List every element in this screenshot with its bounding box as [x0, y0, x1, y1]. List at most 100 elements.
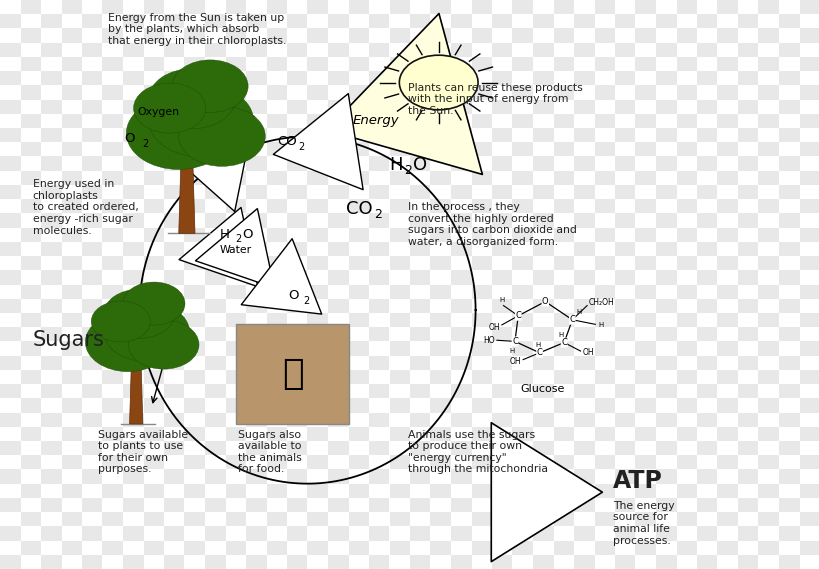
Bar	[430, 356, 450, 370]
Bar	[594, 327, 614, 341]
Bar	[696, 171, 717, 185]
Bar	[635, 413, 655, 427]
Bar	[410, 213, 430, 228]
Bar	[205, 484, 225, 498]
Bar	[307, 199, 328, 213]
Bar	[655, 526, 676, 541]
Bar	[778, 199, 799, 213]
Bar	[225, 0, 246, 14]
Text: Sugars available
to plants to use
for their own
purposes.: Sugars available to plants to use for th…	[98, 430, 188, 475]
Bar	[184, 28, 205, 43]
Bar	[184, 370, 205, 384]
Bar	[635, 398, 655, 413]
Bar	[287, 28, 307, 43]
Bar	[287, 142, 307, 156]
Bar	[471, 71, 491, 85]
Bar	[758, 441, 778, 455]
Bar	[328, 228, 348, 242]
Bar	[655, 441, 676, 455]
Bar	[553, 498, 573, 512]
Bar	[205, 28, 225, 43]
Bar	[676, 469, 696, 484]
Bar	[225, 327, 246, 341]
Bar	[553, 128, 573, 142]
Bar	[696, 57, 717, 71]
Bar	[778, 156, 799, 171]
Bar	[450, 28, 471, 43]
Bar	[102, 384, 123, 398]
Bar	[450, 43, 471, 57]
Bar	[737, 469, 758, 484]
Bar	[61, 555, 82, 569]
Bar	[573, 171, 594, 185]
Text: CO: CO	[346, 200, 372, 218]
Bar	[614, 398, 635, 413]
Bar	[778, 327, 799, 341]
Bar	[471, 327, 491, 341]
Bar	[348, 71, 369, 85]
Bar	[82, 555, 102, 569]
Bar	[0, 171, 20, 185]
Bar	[553, 270, 573, 284]
Text: 2: 2	[298, 142, 305, 152]
Bar	[573, 370, 594, 384]
Bar	[676, 128, 696, 142]
Bar	[737, 43, 758, 57]
Bar	[287, 57, 307, 71]
Bar	[61, 441, 82, 455]
Bar	[737, 28, 758, 43]
Bar	[737, 284, 758, 299]
Bar	[246, 57, 266, 71]
Bar	[328, 142, 348, 156]
Bar	[20, 327, 41, 341]
Bar	[287, 313, 307, 327]
Bar	[184, 242, 205, 256]
Bar	[512, 185, 532, 199]
Bar	[410, 512, 430, 526]
Bar	[143, 341, 164, 356]
Bar	[471, 270, 491, 284]
Bar	[410, 469, 430, 484]
Bar	[164, 441, 184, 455]
Bar	[82, 512, 102, 526]
Bar	[778, 356, 799, 370]
Bar	[512, 71, 532, 85]
Bar	[61, 185, 82, 199]
Bar	[307, 185, 328, 199]
Bar	[41, 185, 61, 199]
Bar	[696, 327, 717, 341]
Bar	[205, 43, 225, 57]
Bar	[123, 313, 143, 327]
Bar	[287, 498, 307, 512]
Bar	[205, 156, 225, 171]
Bar	[307, 541, 328, 555]
Bar	[614, 469, 635, 484]
Bar	[328, 100, 348, 114]
Bar	[287, 398, 307, 413]
Bar	[184, 356, 205, 370]
Bar	[450, 142, 471, 156]
Bar	[143, 370, 164, 384]
Bar	[450, 185, 471, 199]
Bar	[164, 228, 184, 242]
Bar	[266, 57, 287, 71]
Bar	[164, 28, 184, 43]
Bar	[348, 299, 369, 313]
Bar	[532, 384, 553, 398]
Bar	[41, 541, 61, 555]
Bar	[635, 356, 655, 370]
Bar	[184, 199, 205, 213]
Bar	[471, 313, 491, 327]
Bar	[573, 413, 594, 427]
Bar	[614, 299, 635, 313]
Bar	[266, 370, 287, 384]
Bar	[0, 0, 20, 14]
Bar	[778, 28, 799, 43]
Bar	[389, 526, 410, 541]
Bar	[696, 356, 717, 370]
Bar	[246, 341, 266, 356]
Bar	[102, 356, 123, 370]
Bar	[737, 185, 758, 199]
Bar	[61, 270, 82, 284]
Bar	[758, 284, 778, 299]
